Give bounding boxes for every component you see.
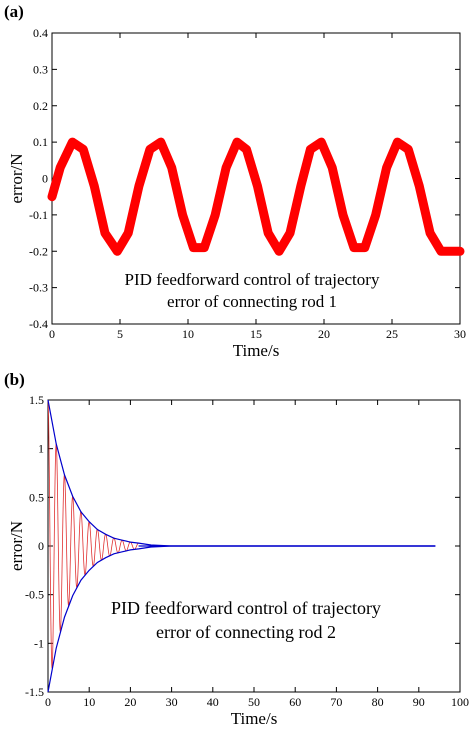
annotation-text: PID feedforward control of trajectory — [125, 270, 380, 289]
series-line-error — [47, 137, 465, 256]
x-tick-label: 80 — [372, 695, 384, 709]
y-tick-label: -1 — [34, 636, 44, 650]
panel-label-b: (b) — [4, 370, 25, 389]
annotation-text: PID feedforward control of trajectory — [111, 598, 381, 618]
y-tick-label: -0.1 — [29, 208, 48, 222]
annotation-text: error of connecting rod 2 — [156, 622, 336, 642]
chart-panel-b: (b) 0 10 20 30 40 50 60 70 80 90 100 1.5 1 0.5 0 -0.5 -1… — [0, 370, 474, 737]
x-tick-label: 25 — [386, 327, 398, 341]
y-axis-label: error/N — [7, 153, 26, 203]
x-tick-label: 5 — [117, 327, 123, 341]
y-tick-label: 0.3 — [33, 62, 48, 76]
series-line-lower-envelope — [47, 545, 436, 693]
series-line-upper-envelope — [47, 399, 436, 547]
x-tick-label: 40 — [207, 695, 219, 709]
y-tick-label: -0.5 — [25, 588, 44, 602]
x-tick-label: 20 — [124, 695, 136, 709]
x-tick-label: 0 — [45, 695, 51, 709]
panel-label-a: (a) — [4, 2, 24, 21]
x-tick-label: 100 — [451, 695, 469, 709]
x-tick-label: 60 — [289, 695, 301, 709]
x-tick-label: 70 — [330, 695, 342, 709]
y-tick-label: 0 — [38, 539, 44, 553]
x-tick-label: 0 — [49, 327, 55, 341]
y-tick-label: 1 — [38, 442, 44, 456]
y-tick-label: -0.4 — [29, 317, 48, 331]
x-tick-label: 90 — [413, 695, 425, 709]
x-tick-label: 50 — [248, 695, 260, 709]
y-axis-label: error/N — [7, 521, 26, 571]
x-tick-label: 15 — [250, 327, 262, 341]
x-tick-label: 30 — [454, 327, 466, 341]
y-tick-label: 1.5 — [29, 393, 44, 407]
x-tick-label: 10 — [182, 327, 194, 341]
y-tick-label: -0.2 — [29, 244, 48, 258]
x-tick-label: 10 — [83, 695, 95, 709]
chart-panel-a: (a) 0 5 10 15 20 25 30 0.4 0.3 0.2 0.1 0 -0.1 -0.2 -0.… — [4, 2, 466, 360]
x-tick-label: 20 — [318, 327, 330, 341]
chart-a-svg: 0 5 10 15 20 25 30 0.4 0.3 0.2 0.1 0 -0.1 -0.2 -0.3 -0.… — [7, 26, 466, 360]
y-tick-label: 0 — [42, 172, 48, 186]
y-tick-label: 0.1 — [33, 135, 48, 149]
y-tick-label: -1.5 — [25, 685, 44, 699]
annotation-text: error of connecting rod 1 — [167, 292, 337, 311]
x-axis-label: Time/s — [231, 709, 278, 728]
y-tick-label: -0.3 — [29, 281, 48, 295]
x-axis-label: Time/s — [233, 341, 280, 360]
chart-b-svg: 0 10 20 30 40 50 60 70 80 90 100 1.5 1 0.5 0 -0.5 -1 -1.5… — [7, 393, 469, 728]
y-tick-label: 0.4 — [33, 26, 48, 40]
y-tick-label: 0.5 — [29, 490, 44, 504]
x-tick-label: 30 — [166, 695, 178, 709]
y-tick-label: 0.2 — [33, 99, 48, 113]
